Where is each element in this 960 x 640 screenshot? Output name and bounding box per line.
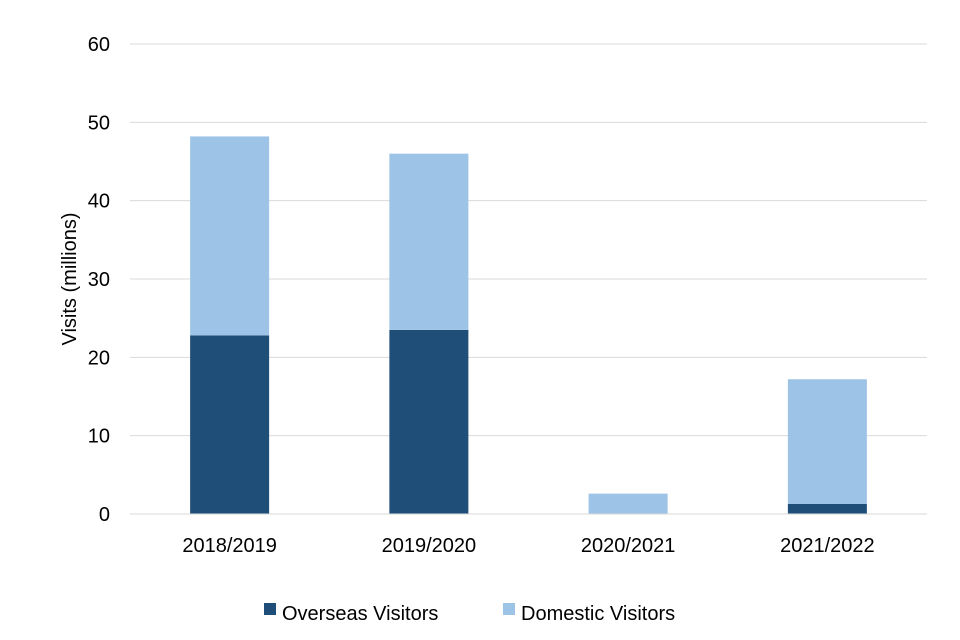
x-tick-label: 2020/2021: [581, 535, 676, 557]
x-tick-labels: 2018/2019 2019/2020 2020/2021 2021/2022: [182, 535, 874, 557]
y-tick-label: 30: [88, 269, 110, 291]
bars: [190, 136, 867, 514]
y-tick-label: 60: [88, 34, 110, 56]
bar-domestic-2: [588, 493, 668, 514]
bar-overseas-1: [389, 329, 469, 514]
y-tick-label: 0: [99, 504, 110, 526]
y-tick-label: 20: [88, 347, 110, 369]
legend: Overseas Visitors Domestic Visitors: [264, 603, 675, 625]
legend-label-overseas: Overseas Visitors: [282, 603, 438, 625]
legend-label-domestic: Domestic Visitors: [521, 603, 675, 625]
bar-overseas-0: [190, 335, 270, 514]
y-axis-title: Visits (millions): [59, 213, 81, 346]
legend-swatch-domestic: [503, 603, 515, 615]
x-tick-label: 2019/2020: [382, 535, 477, 557]
legend-swatch-overseas: [264, 603, 276, 615]
y-tick-label: 50: [88, 112, 110, 134]
x-tick-label: 2021/2022: [780, 535, 875, 557]
y-tick-labels: 0 10 20 30 40 50 60: [88, 34, 110, 526]
bar-domestic-0: [190, 136, 270, 336]
y-tick-label: 40: [88, 191, 110, 213]
x-tick-label: 2018/2019: [182, 535, 277, 557]
bar-domestic-1: [389, 153, 469, 330]
bar-domestic-3: [787, 379, 867, 504]
y-tick-label: 10: [88, 426, 110, 448]
bar-overseas-3: [787, 503, 867, 514]
